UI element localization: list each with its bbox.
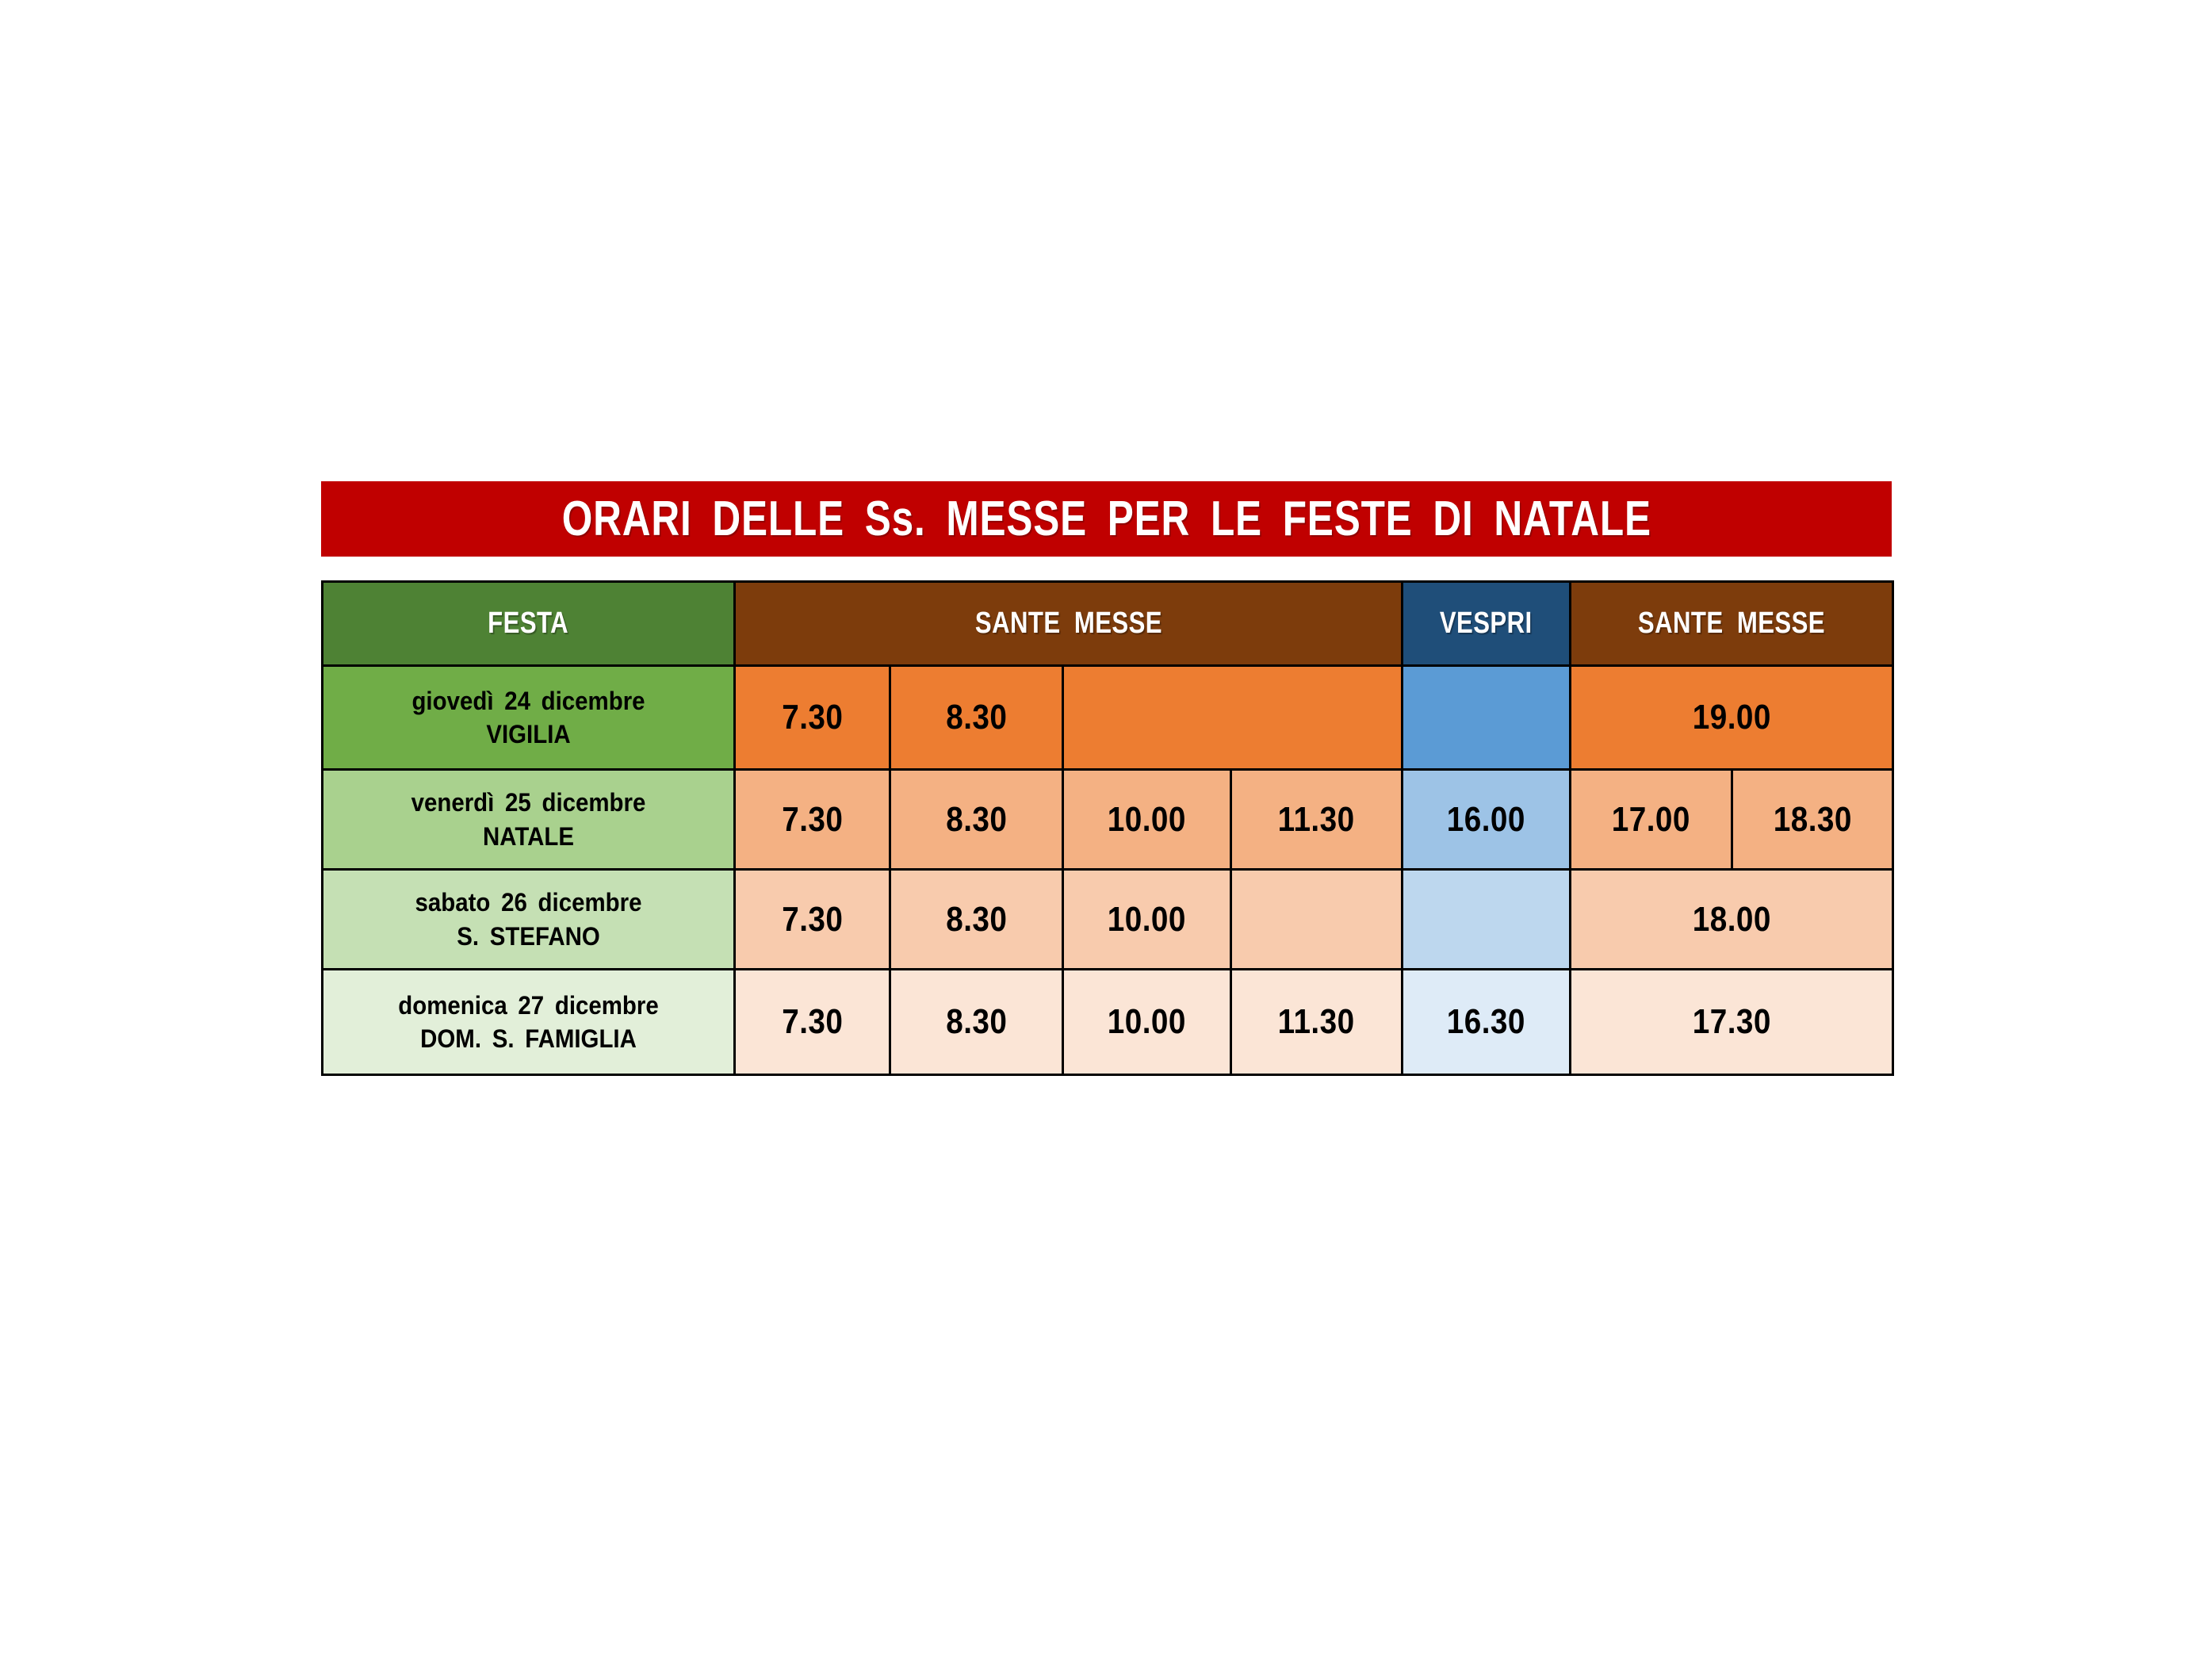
festa-name: S. STEFANO [457,921,600,951]
mass-time-4 [1229,868,1404,970]
festa-cell: giovedì 24 dicembre VIGILIA [321,664,736,771]
table-row: sabato 26 dicembre S. STEFANO 7.30 8.30 … [321,868,1895,970]
festa-name: VIGILIA [486,720,571,748]
festa-day: giovedì 24 dicembre [411,686,645,715]
table-header-row: FESTA SANTE MESSE VESPRI SANTE MESSE [321,580,1895,667]
page-title: ORARI DELLE Ss. MESSE PER LE FESTE DI NA… [561,492,1651,546]
table-row: domenica 27 dicembre DOM. S. FAMIGLIA 7.… [321,968,1895,1076]
table-row: giovedì 24 dicembre VIGILIA 7.30 8.30 19… [321,664,1895,771]
mass-time-1: 7.30 [733,968,891,1076]
mass-time-5: 18.00 [1569,868,1895,970]
festa-cell: sabato 26 dicembre S. STEFANO [321,868,736,970]
mass-time-3: 10.00 [1062,968,1232,1076]
vespri-time: 16.00 [1401,768,1572,871]
vespri-time: 16.30 [1401,968,1572,1076]
mass-time-5: 17.30 [1569,968,1895,1076]
mass-time-5: 17.00 [1569,768,1734,871]
mass-schedule-table: FESTA SANTE MESSE VESPRI SANTE MESSE gio… [321,580,1895,1076]
festa-cell: venerdì 25 dicembre NATALE [321,768,736,871]
header-cell-sante-messe-morning: SANTE MESSE [733,580,1404,667]
festa-name: DOM. S. FAMIGLIA [420,1024,637,1053]
table-row: venerdì 25 dicembre NATALE 7.30 8.30 10.… [321,768,1895,871]
mass-time-6: 18.30 [1731,768,1895,871]
vespri-time [1401,664,1572,771]
mass-time-1: 7.30 [733,868,891,970]
title-banner: ORARI DELLE Ss. MESSE PER LE FESTE DI NA… [321,481,1892,557]
mass-time-4: 11.30 [1229,968,1404,1076]
mass-time-3: 10.00 [1062,768,1232,871]
header-cell-vespri: VESPRI [1401,580,1572,667]
mass-time-2: 8.30 [889,664,1064,771]
mass-time-2: 8.30 [889,768,1064,871]
mass-time-4: 11.30 [1229,768,1404,871]
mass-time-2: 8.30 [889,868,1064,970]
header-cell-sante-messe-evening: SANTE MESSE [1569,580,1895,667]
header-label-sante-messe-morning: SANTE MESSE [974,607,1162,640]
festa-day: venerdì 25 dicembre [411,788,646,817]
mass-time-3 [1061,664,1404,771]
header-cell-festa: FESTA [321,580,736,667]
mass-time-2: 8.30 [889,968,1064,1076]
header-label-festa: FESTA [488,607,569,640]
festa-day: domenica 27 dicembre [398,990,659,1020]
mass-time-1: 7.30 [733,768,891,871]
mass-time-5: 19.00 [1569,664,1895,771]
vespri-time [1401,868,1572,970]
header-label-vespri: VESPRI [1440,607,1533,640]
mass-time-3: 10.00 [1062,868,1232,970]
festa-cell: domenica 27 dicembre DOM. S. FAMIGLIA [321,968,736,1076]
festa-day: sabato 26 dicembre [415,888,642,917]
mass-time-1: 7.30 [733,664,891,771]
header-label-sante-messe-evening: SANTE MESSE [1637,607,1826,640]
festa-name: NATALE [482,821,574,851]
